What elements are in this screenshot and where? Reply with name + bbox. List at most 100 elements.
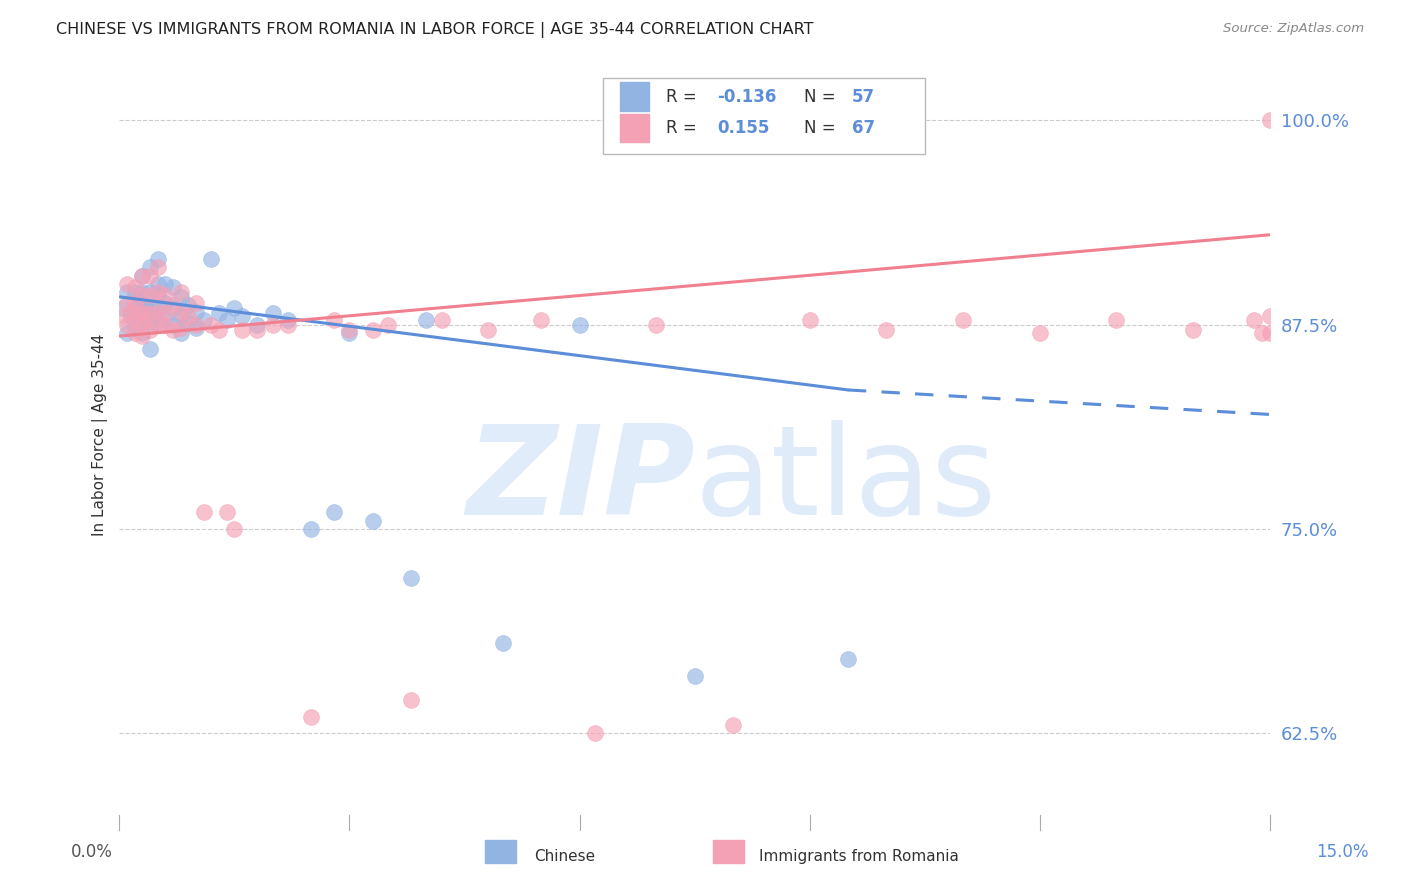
Point	[645, 318, 668, 332]
Text: R =: R =	[666, 88, 702, 106]
Point	[135, 312, 157, 326]
Point	[277, 318, 299, 332]
Point	[146, 301, 169, 316]
Point	[1258, 113, 1281, 128]
Point	[568, 318, 591, 332]
Point	[215, 505, 238, 519]
Point	[115, 277, 138, 291]
Point	[162, 280, 184, 294]
Point	[208, 322, 231, 336]
Point	[492, 636, 515, 650]
Point	[399, 693, 422, 707]
Point	[231, 310, 253, 324]
Point	[277, 312, 299, 326]
Point	[139, 318, 162, 332]
Point	[124, 318, 146, 332]
Point	[112, 301, 135, 316]
Point	[184, 321, 207, 335]
Text: Immigrants from Romania: Immigrants from Romania	[759, 849, 959, 863]
Point	[139, 322, 162, 336]
Point	[262, 306, 284, 320]
Bar	[713, 840, 744, 863]
Point	[1258, 326, 1281, 340]
Point	[837, 652, 859, 666]
Point	[139, 306, 162, 320]
Point	[131, 304, 153, 318]
Point	[155, 312, 177, 326]
Y-axis label: In Labor Force | Age 35-44: In Labor Force | Age 35-44	[93, 334, 108, 536]
Point	[131, 296, 153, 310]
Point	[530, 312, 553, 326]
Point	[1182, 322, 1205, 336]
Point	[170, 285, 193, 299]
Point	[131, 285, 153, 299]
Text: N =: N =	[804, 119, 841, 137]
Point	[155, 288, 177, 302]
Point	[1251, 326, 1274, 340]
Point	[231, 322, 253, 336]
Point	[139, 285, 162, 299]
Point	[124, 326, 146, 340]
Point	[184, 296, 207, 310]
Point	[128, 293, 150, 307]
Point	[162, 322, 184, 336]
Point	[875, 322, 897, 336]
Point	[131, 268, 153, 283]
Point	[115, 326, 138, 340]
Point	[124, 296, 146, 310]
Text: 0.155: 0.155	[717, 119, 770, 137]
Point	[683, 669, 706, 683]
Point	[142, 310, 165, 324]
Point	[200, 318, 222, 332]
Point	[415, 312, 437, 326]
Point	[155, 318, 177, 332]
Point	[224, 301, 246, 316]
Point	[146, 260, 169, 275]
Point	[339, 326, 361, 340]
Point	[120, 304, 142, 318]
Point	[399, 571, 422, 585]
Point	[200, 252, 222, 267]
Point	[952, 312, 974, 326]
Text: 57: 57	[852, 88, 876, 106]
Point	[124, 285, 146, 299]
Bar	[620, 82, 648, 112]
Point	[124, 280, 146, 294]
Point	[146, 304, 169, 318]
Bar	[620, 113, 648, 143]
Text: -0.136: -0.136	[717, 88, 778, 106]
Point	[139, 288, 162, 302]
Point	[299, 709, 322, 723]
Point	[155, 277, 177, 291]
Point	[139, 301, 162, 316]
Point	[115, 296, 138, 310]
Point	[184, 304, 207, 318]
Point	[139, 342, 162, 356]
Point	[128, 306, 150, 320]
Point	[170, 310, 193, 324]
Point	[339, 322, 361, 336]
Point	[115, 285, 138, 299]
Text: R =: R =	[666, 119, 702, 137]
Point	[430, 312, 453, 326]
FancyBboxPatch shape	[603, 78, 925, 153]
Point	[170, 326, 193, 340]
Point	[146, 277, 169, 291]
Point	[1258, 310, 1281, 324]
Point	[799, 312, 821, 326]
Point	[120, 310, 142, 324]
Text: atlas: atlas	[695, 420, 997, 541]
Point	[124, 301, 146, 316]
Text: Chinese: Chinese	[534, 849, 595, 863]
Point	[170, 304, 193, 318]
Point	[131, 268, 153, 283]
Point	[146, 318, 169, 332]
Point	[299, 522, 322, 536]
Point	[115, 318, 138, 332]
Point	[162, 298, 184, 312]
Point	[1028, 326, 1050, 340]
Point	[146, 252, 169, 267]
Point	[131, 288, 153, 302]
Text: N =: N =	[804, 88, 841, 106]
Point	[262, 318, 284, 332]
